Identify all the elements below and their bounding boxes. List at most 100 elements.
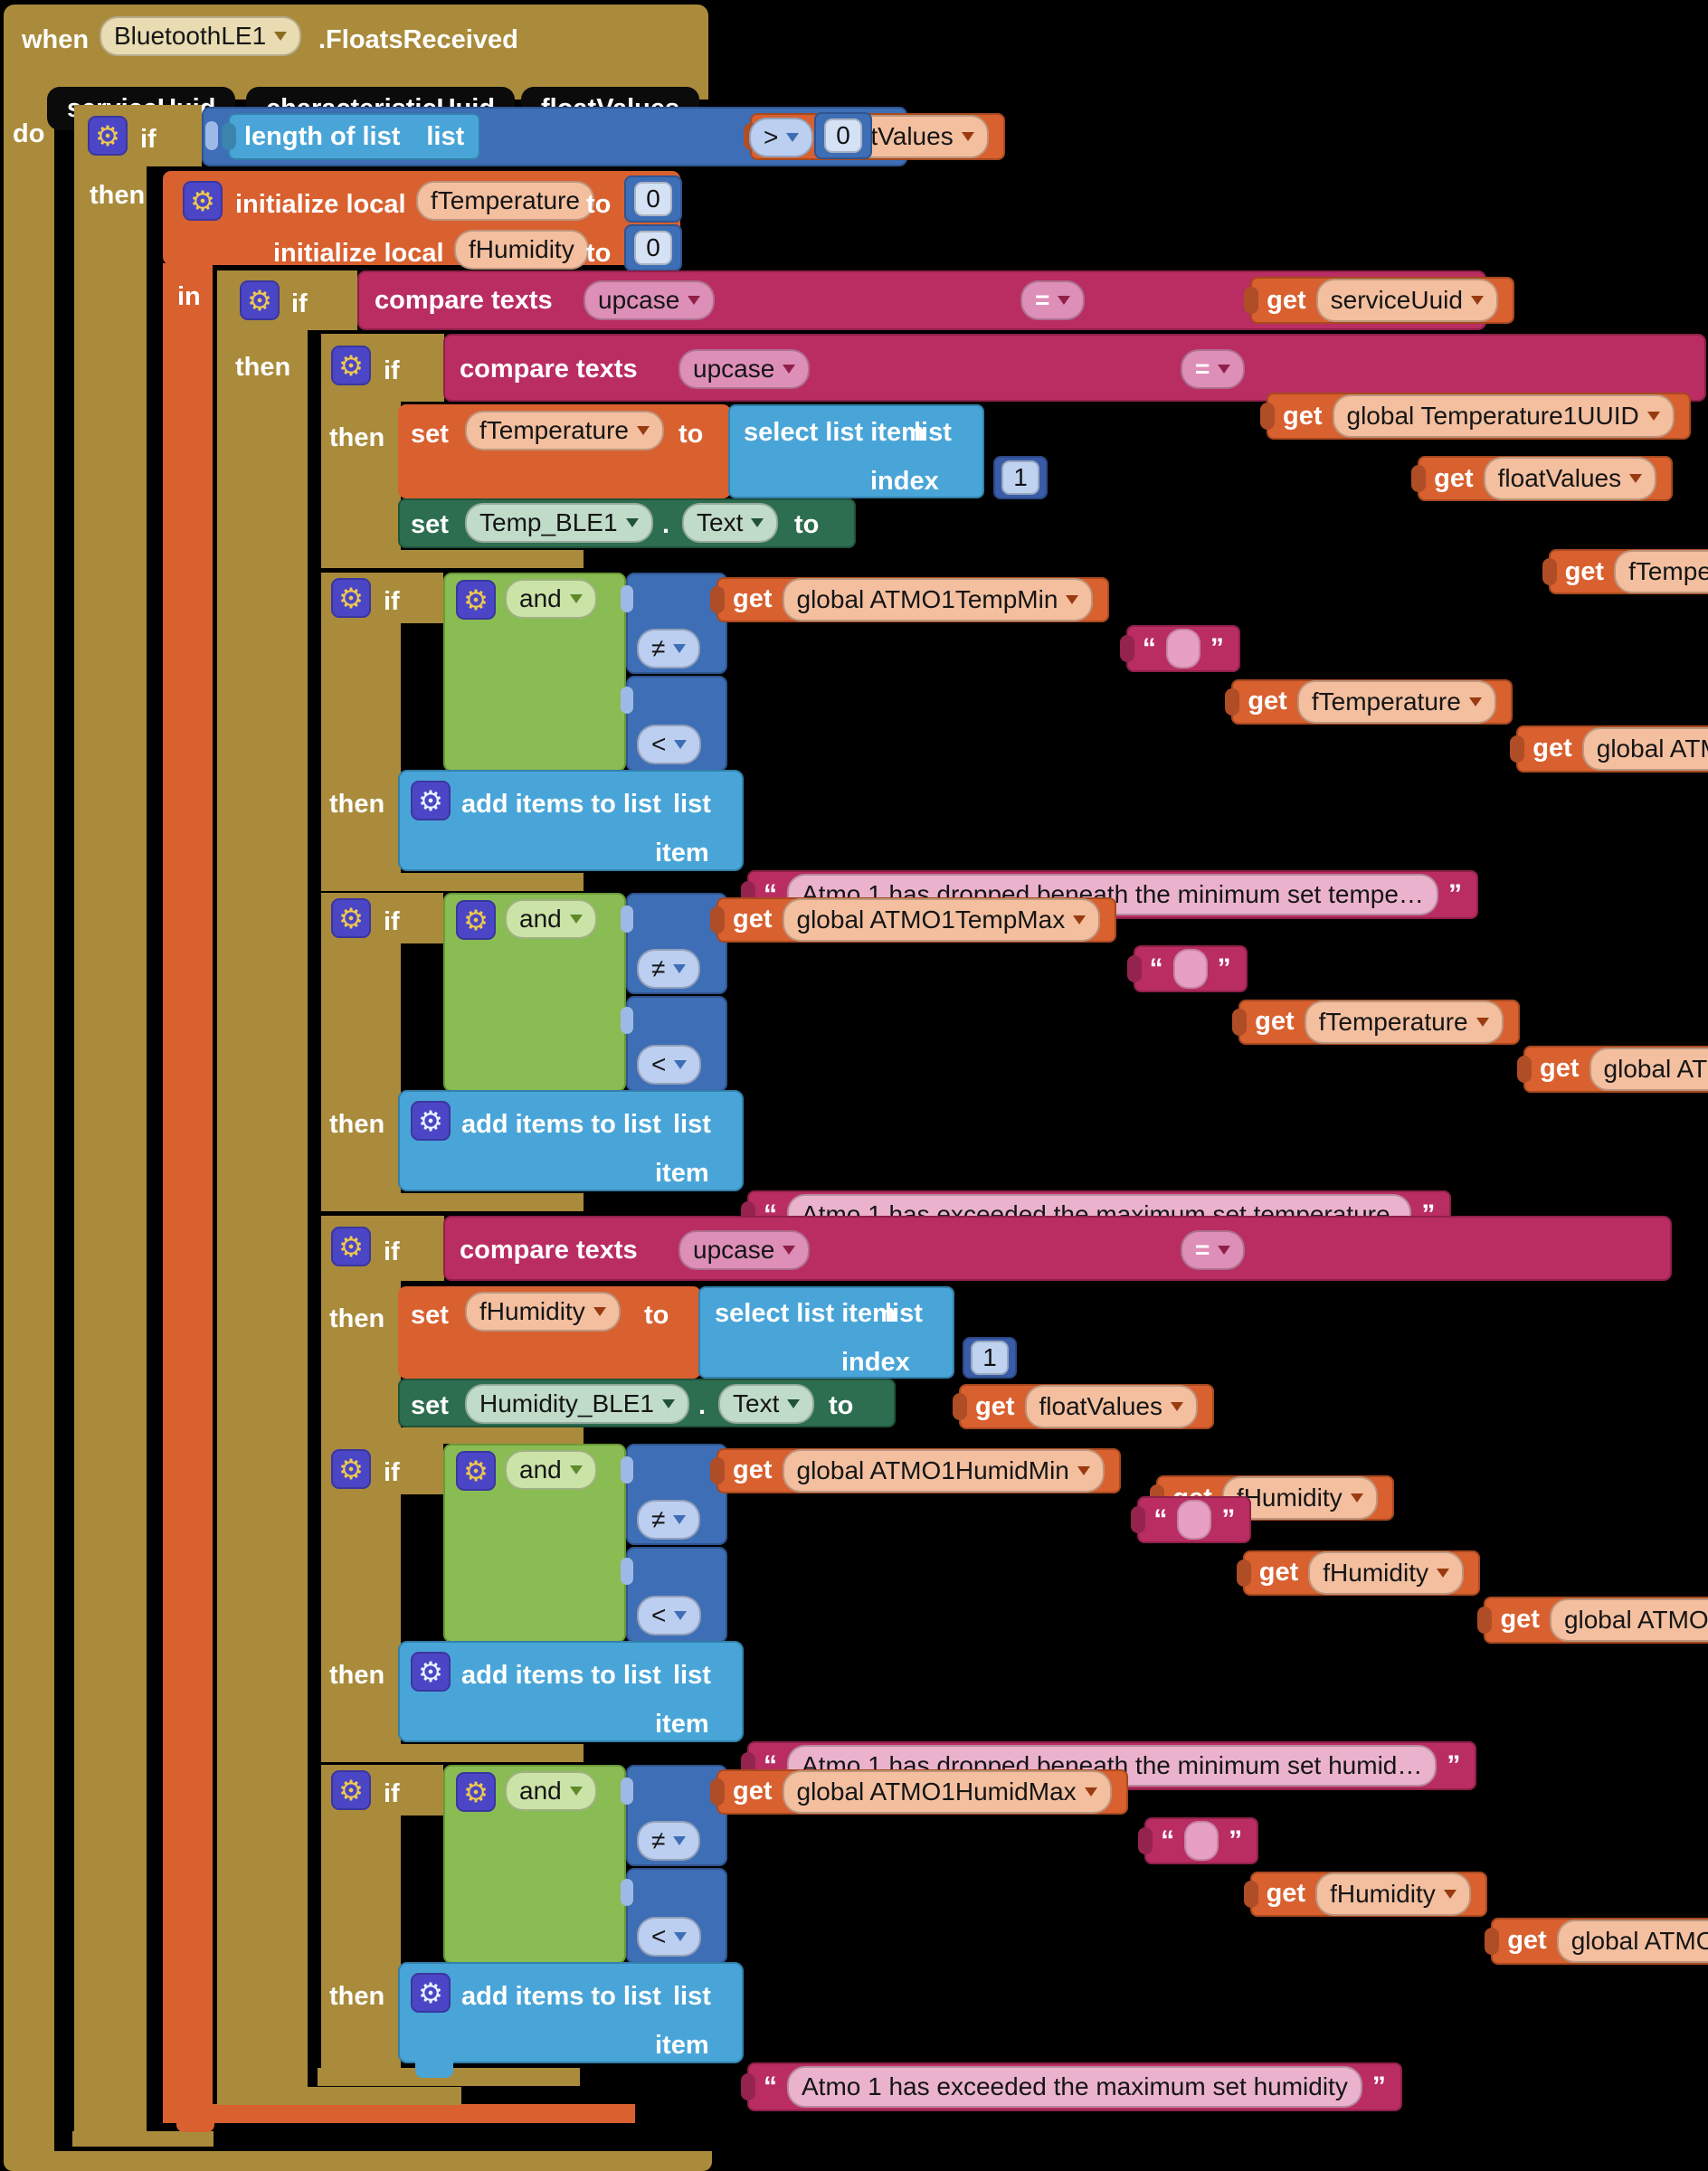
variable-dropdown[interactable]: global ATMO1TempMin: [782, 577, 1094, 621]
variable-dropdown[interactable]: global ATMO1TempMax: [782, 897, 1101, 942]
gt-operator-dropdown[interactable]: >: [749, 118, 814, 157]
mutator-gear-icon[interactable]: [456, 1772, 496, 1812]
compare-texts-temperature-block[interactable]: [443, 334, 1706, 402]
mutator-gear-icon[interactable]: [411, 1973, 451, 2013]
variable-dropdown[interactable]: floatValues: [1483, 457, 1657, 500]
upcase-dropdown[interactable]: upcase: [678, 1230, 811, 1270]
add-items-to-list-block[interactable]: [398, 770, 744, 871]
get-serviceUuid-block[interactable]: get serviceUuid: [1250, 277, 1514, 324]
lt-operator-dropdown[interactable]: <: [637, 1045, 702, 1085]
and-dropdown[interactable]: and: [505, 579, 597, 619]
variable-dropdown[interactable]: global ATMO1HumidMin: [782, 1448, 1105, 1493]
get-operand2-block[interactable]: get fTemperature: [1238, 999, 1520, 1045]
variable-dropdown[interactable]: global ATMO1HumidMin: [1549, 1597, 1708, 1642]
select-list-item-block[interactable]: [698, 1286, 954, 1379]
variable-dropdown[interactable]: fHumidity: [1315, 1872, 1471, 1916]
add-items-to-list-block[interactable]: [398, 1090, 744, 1191]
init-value-2[interactable]: 0: [624, 224, 682, 271]
component-dropdown[interactable]: Humidity_BLE1: [465, 1384, 689, 1424]
variable-dropdown[interactable]: fTemperature: [1296, 679, 1496, 724]
empty-text-field[interactable]: [1165, 629, 1200, 668]
neq-operator-dropdown[interactable]: ≠: [637, 1500, 701, 1540]
variable-dropdown[interactable]: global ATMO1HumidMax: [782, 1769, 1112, 1814]
mutator-gear-icon[interactable]: [411, 1101, 451, 1141]
upcase-dropdown[interactable]: upcase: [678, 349, 811, 389]
lt-operator-dropdown[interactable]: <: [637, 1917, 702, 1957]
equals-dropdown[interactable]: =: [1020, 280, 1086, 320]
mutator-gear-icon[interactable]: [331, 1770, 371, 1810]
compare-texts-humidity-block[interactable]: [443, 1216, 1672, 1281]
mutator-gear-icon[interactable]: [331, 1227, 371, 1266]
variable-dropdown[interactable]: fHumidity: [465, 1292, 621, 1332]
mutator-gear-icon[interactable]: [456, 580, 496, 620]
mutator-gear-icon[interactable]: [456, 900, 496, 940]
length-of-list-block[interactable]: length of list list: [228, 113, 481, 160]
variable-dropdown[interactable]: global ATMO1HumidMax: [1556, 1919, 1708, 1963]
empty-string-block[interactable]: “ ”: [1125, 625, 1240, 672]
mutator-gear-icon[interactable]: [411, 781, 451, 820]
get-operand2-block[interactable]: get fHumidity: [1242, 1550, 1480, 1596]
variable-dropdown[interactable]: global ATMO1TempMax: [1589, 1047, 1708, 1091]
variable-dropdown[interactable]: serviceUuid: [1315, 279, 1498, 322]
get-operand3-block[interactable]: get global ATMO1TempMax: [1523, 1045, 1708, 1093]
number-0-block[interactable]: 0: [814, 112, 872, 159]
empty-text-field[interactable]: [1172, 949, 1208, 989]
variable-dropdown[interactable]: fHumidity: [1308, 1550, 1464, 1595]
get-operand1-block[interactable]: get global ATMO1TempMin: [716, 576, 1110, 622]
and-dropdown[interactable]: and: [505, 899, 597, 939]
get-operand1-block[interactable]: get global ATMO1HumidMin: [716, 1447, 1121, 1493]
equals-dropdown[interactable]: =: [1181, 1230, 1246, 1270]
message-string-block[interactable]: “ Atmo 1 has exceeded the maximum set hu…: [747, 2062, 1402, 2111]
variable-dropdown[interactable]: global Temperature1UUID: [1332, 394, 1675, 438]
neq-operator-dropdown[interactable]: ≠: [637, 1821, 701, 1861]
mutator-gear-icon[interactable]: [331, 346, 371, 385]
empty-string-block[interactable]: “ ”: [1144, 1817, 1259, 1864]
variable-dropdown[interactable]: floatValues: [1024, 1385, 1198, 1428]
empty-text-field[interactable]: [1177, 1500, 1212, 1540]
lt-operator-dropdown[interactable]: <: [637, 1596, 702, 1635]
get-floatValues-block[interactable]: get floatValues: [959, 1384, 1214, 1429]
upcase-dropdown[interactable]: upcase: [584, 280, 716, 320]
variable-dropdown[interactable]: global ATMO1TempMin: [1581, 726, 1708, 771]
mutator-gear-icon[interactable]: [331, 1449, 371, 1489]
select-list-item-block[interactable]: [728, 404, 984, 498]
component-dropdown[interactable]: BluetoothLE1: [100, 16, 302, 56]
neq-operator-dropdown[interactable]: ≠: [637, 949, 701, 989]
variable-dropdown[interactable]: fTemperature: [1304, 1000, 1504, 1044]
and-dropdown[interactable]: and: [505, 1771, 597, 1811]
get-operand3-block[interactable]: get global ATMO1TempMin: [1516, 725, 1708, 773]
component-dropdown[interactable]: Temp_BLE1: [465, 503, 653, 543]
index-value-block[interactable]: 1: [963, 1337, 1017, 1379]
empty-string-block[interactable]: “ ”: [1137, 1496, 1252, 1543]
mutator-gear-icon[interactable]: [88, 116, 128, 156]
get-fHumidity-block[interactable]: get fHumidity: [1156, 1475, 1394, 1521]
mutator-gear-icon[interactable]: [331, 898, 371, 938]
get-operand3-block[interactable]: get global ATMO1HumidMax: [1491, 1917, 1708, 1965]
get-operand2-block[interactable]: get fHumidity: [1249, 1871, 1487, 1917]
get-operand1-block[interactable]: get global ATMO1HumidMax: [716, 1768, 1128, 1815]
neq-operator-dropdown[interactable]: ≠: [637, 629, 701, 668]
mutator-gear-icon[interactable]: [331, 578, 371, 618]
text-field[interactable]: Atmo 1 has exceeded the maximum set humi…: [787, 2065, 1362, 2108]
equals-dropdown[interactable]: =: [1181, 349, 1246, 389]
local-name-field-2[interactable]: fHumidity: [454, 230, 589, 270]
index-value-block[interactable]: 1: [993, 456, 1048, 499]
add-items-to-list-block[interactable]: [398, 1962, 744, 2063]
property-dropdown[interactable]: Text: [718, 1384, 815, 1424]
mutator-gear-icon[interactable]: [183, 181, 223, 221]
get-operand2-block[interactable]: get fTemperature: [1231, 678, 1513, 725]
init-value-1[interactable]: 0: [624, 175, 682, 223]
variable-dropdown[interactable]: fTemperature: [465, 411, 664, 450]
mutator-gear-icon[interactable]: [411, 1652, 451, 1692]
add-items-to-list-block[interactable]: [398, 1641, 744, 1742]
get-operand1-block[interactable]: get global ATMO1TempMax: [716, 896, 1117, 943]
variable-dropdown[interactable]: fTemperature: [1614, 550, 1708, 593]
lt-operator-dropdown[interactable]: <: [637, 725, 702, 764]
get-operand3-block[interactable]: get global ATMO1HumidMin: [1484, 1596, 1708, 1644]
and-dropdown[interactable]: and: [505, 1450, 597, 1490]
get-global-Temperature1UUID-block[interactable]: get global Temperature1UUID: [1267, 393, 1691, 440]
property-dropdown[interactable]: Text: [682, 503, 779, 543]
get-floatValues-block[interactable]: get floatValues: [1418, 456, 1674, 501]
empty-text-field[interactable]: [1184, 1821, 1219, 1861]
empty-string-block[interactable]: “ ”: [1133, 945, 1248, 992]
